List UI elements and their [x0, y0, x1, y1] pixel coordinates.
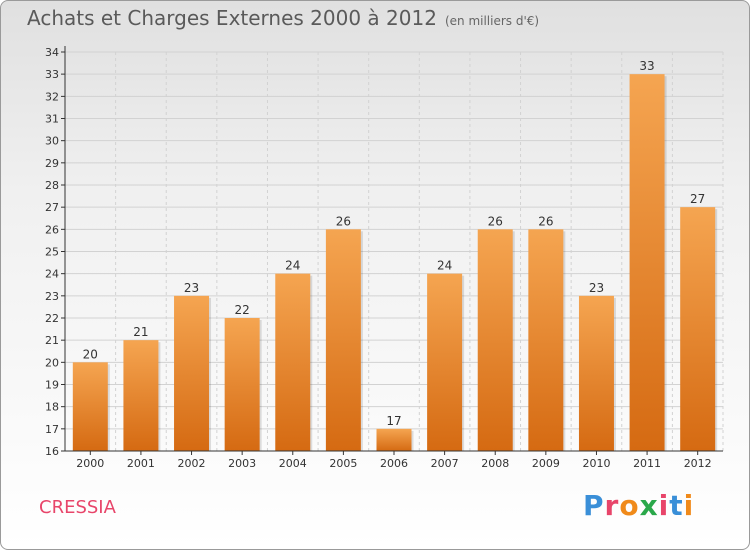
value-label: 26 [336, 214, 351, 228]
bar-2008 [477, 229, 513, 451]
bar-2005 [325, 229, 361, 451]
bar-2007 [427, 273, 463, 451]
value-label: 24 [437, 259, 452, 273]
y-tick-label: 29 [45, 157, 59, 170]
chart-title-text: Achats et Charges Externes 2000 à 2012 [27, 6, 437, 30]
chart-title: Achats et Charges Externes 2000 à 2012 (e… [27, 6, 539, 30]
y-tick-label: 18 [45, 401, 59, 414]
bar-2001 [123, 340, 159, 451]
y-tick-label: 27 [45, 201, 59, 214]
value-label: 26 [488, 214, 503, 228]
bar-2002 [174, 295, 210, 451]
x-tick-label: 2010 [582, 457, 610, 470]
value-label: 22 [235, 303, 250, 317]
axes: 16 17 18 19 20 21 22 23 24 25 26 27 28 29 30 31 32 33 34 20… [45, 46, 723, 470]
x-tick-label: 2002 [178, 457, 206, 470]
x-tick-label: 2008 [481, 457, 509, 470]
proxiti-logo: Proxiti [583, 489, 695, 522]
chart-subtitle: (en milliers d'€) [444, 14, 540, 28]
y-tick-label: 33 [45, 68, 59, 81]
y-tick-label: 20 [45, 356, 59, 369]
y-tick-label: 30 [45, 135, 59, 148]
value-label: 20 [83, 347, 98, 361]
y-tick-label: 26 [45, 223, 59, 236]
y-tick-label: 25 [45, 246, 59, 259]
x-tick-label: 2012 [684, 457, 712, 470]
bar-2010 [578, 295, 614, 451]
value-label: 27 [690, 192, 705, 206]
bars [72, 74, 718, 452]
y-tick-label: 23 [45, 290, 59, 303]
bar-2000 [72, 362, 108, 451]
x-tick-label: 2011 [633, 457, 661, 470]
y-tick-label: 24 [45, 268, 59, 281]
y-tick-label: 21 [45, 334, 59, 347]
grid-lines [64, 51, 724, 451]
y-tick-label: 17 [45, 423, 59, 436]
bar-2011 [629, 74, 665, 452]
y-tick-label: 22 [45, 312, 59, 325]
y-tick-label: 16 [45, 445, 59, 458]
x-tick-label: 2000 [76, 457, 104, 470]
value-label: 24 [285, 259, 300, 273]
value-label: 26 [538, 214, 553, 228]
x-tick-label: 2007 [431, 457, 459, 470]
value-label: 33 [639, 59, 654, 73]
bar-2003 [224, 318, 260, 451]
x-tick-label: 2003 [228, 457, 256, 470]
y-tick-label: 28 [45, 179, 59, 192]
y-tick-label: 32 [45, 90, 59, 103]
x-tick-label: 2006 [380, 457, 408, 470]
value-label: 23 [589, 281, 604, 295]
y-tick-label: 34 [45, 46, 59, 59]
bar-2006 [376, 428, 412, 451]
bar-2009 [528, 229, 564, 451]
commune-name: CRESSIA [39, 497, 116, 518]
bar-2004 [275, 273, 311, 451]
x-tick-label: 2001 [127, 457, 155, 470]
value-label: 21 [133, 325, 148, 339]
y-tick-label: 19 [45, 379, 59, 392]
value-label: 17 [386, 414, 401, 428]
x-tick-label: 2005 [329, 457, 357, 470]
value-label: 23 [184, 281, 199, 295]
bar-2012 [680, 207, 716, 451]
x-tick-label: 2004 [279, 457, 307, 470]
labels: 20 21 23 22 24 26 17 24 26 26 23 33 27 [83, 59, 706, 428]
x-tick-label: 2009 [532, 457, 560, 470]
y-tick-label: 31 [45, 113, 59, 126]
